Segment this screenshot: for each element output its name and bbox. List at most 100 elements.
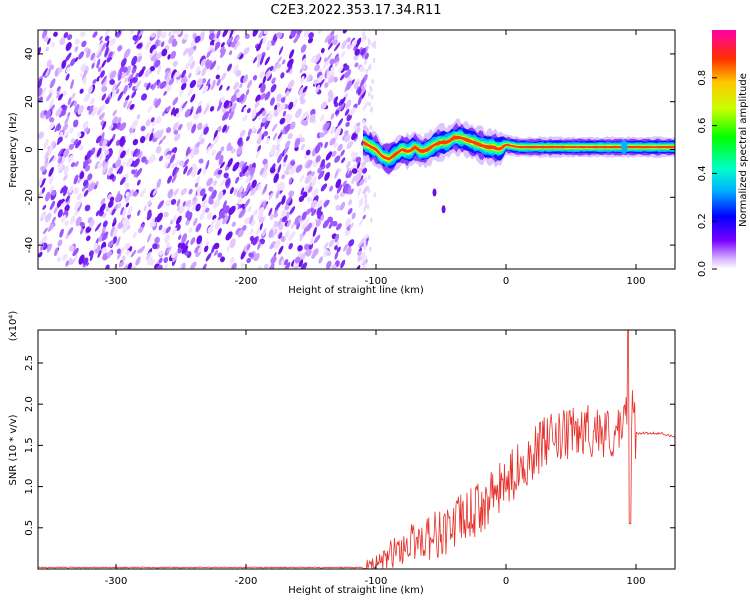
noise-speckle: [43, 36, 49, 42]
noise-speckle: [273, 173, 279, 184]
noise-speckle: [244, 198, 250, 208]
noise-speckle: [213, 135, 220, 144]
noise-speckle: [201, 66, 207, 77]
noise-speckle: [73, 138, 79, 146]
snr-x-ticks: -300 -200 -100 0 100: [105, 330, 646, 587]
noise-speckle: [251, 108, 257, 119]
noise-speckle: [364, 203, 368, 209]
noise-speckle: [56, 92, 61, 99]
x-tick-label: -100: [365, 276, 388, 287]
noise-speckle: [137, 55, 142, 63]
noise-speckle: [295, 164, 303, 173]
noise-speckle: [201, 193, 207, 202]
noise-speckle: [101, 144, 107, 151]
noise-speckle: [100, 131, 105, 141]
noise-speckle: [190, 150, 196, 160]
noise-speckle: [252, 236, 258, 246]
noise-speckle: [112, 236, 118, 245]
noise-speckle: [209, 106, 215, 112]
noise-speckle: [232, 161, 240, 172]
noise-speckle: [104, 46, 109, 58]
noise-speckle: [361, 84, 365, 90]
noise-speckle: [102, 254, 108, 261]
noise-speckle: [284, 204, 290, 211]
noise-speckle: [268, 207, 273, 217]
noise-speckle: [219, 209, 225, 219]
noise-speckle: [57, 239, 63, 247]
noise-speckle: [201, 199, 208, 208]
noise-speckle: [358, 197, 364, 204]
noise-speckle: [39, 239, 43, 247]
noise-speckle: [109, 38, 116, 46]
noise-speckle: [101, 59, 107, 68]
noise-speckle: [67, 111, 71, 118]
noise-speckle: [122, 219, 129, 230]
noise-speckle: [269, 213, 274, 220]
noise-speckle: [98, 41, 105, 52]
noise-speckle: [43, 109, 48, 116]
noise-speckle: [79, 88, 84, 94]
noise-speckle: [289, 206, 296, 215]
noise-speckle: [194, 245, 201, 254]
noise-speckle: [220, 256, 225, 263]
noise-speckle: [60, 214, 67, 223]
noise-speckle: [165, 226, 171, 234]
noise-speckle: [226, 214, 231, 225]
noise-speckle: [152, 120, 157, 127]
noise-speckle: [186, 167, 193, 176]
noise-speckle: [298, 259, 304, 268]
noise-speckle: [322, 60, 330, 70]
noise-speckle: [281, 59, 286, 65]
noise-speckle: [358, 237, 365, 248]
noise-speckle: [231, 221, 237, 227]
noise-speckle: [38, 87, 43, 97]
noise-speckle: [302, 226, 308, 236]
noise-speckle: [329, 126, 336, 135]
noise-speckle: [90, 97, 95, 105]
noise-speckle: [70, 79, 75, 90]
noise-speckle: [245, 88, 250, 96]
noise-speckle: [300, 119, 306, 126]
noise-speckle: [246, 244, 251, 251]
noise-speckle: [228, 109, 235, 121]
noise-speckle: [223, 172, 229, 179]
noise-speckle: [344, 108, 350, 116]
noise-speckle: [359, 78, 365, 88]
noise-speckle: [102, 212, 107, 219]
noise-speckle: [257, 126, 263, 135]
noise-speckle: [180, 187, 187, 196]
x-tick-label: -200: [235, 576, 258, 587]
noise-speckle: [122, 84, 128, 95]
noise-speckle: [325, 151, 333, 161]
noise-speckle: [81, 186, 86, 192]
noise-speckle: [274, 201, 282, 211]
noise-speckle: [196, 78, 203, 86]
noise-speckle: [191, 205, 196, 211]
noise-speckle: [288, 233, 294, 241]
noise-speckle: [70, 162, 76, 168]
x-tick-label: -100: [365, 576, 388, 587]
colorbar-tick-label: 0.0: [697, 261, 708, 277]
noise-speckle: [317, 167, 322, 174]
noise-speckle: [106, 250, 112, 259]
noise-speckle: [259, 71, 265, 79]
noise-speckle: [115, 193, 122, 203]
noise-speckle: [156, 30, 162, 40]
noise-speckle: [370, 106, 374, 112]
noise-speckle: [270, 262, 275, 269]
noise-speckle: [40, 242, 45, 251]
y-tick-label: 40: [24, 48, 35, 61]
noise-speckle: [116, 236, 121, 246]
noise-speckle: [222, 30, 229, 38]
noise-speckle: [168, 31, 172, 37]
noise-speckle: [261, 117, 267, 124]
noise-speckle: [78, 145, 84, 151]
noise-speckle: [355, 172, 362, 182]
noise-speckle: [165, 154, 171, 160]
noise-speckle: [336, 246, 341, 253]
noise-speckle: [261, 110, 267, 117]
noise-speckle: [276, 63, 282, 69]
noise-speckle: [304, 174, 312, 184]
noise-speckle: [271, 77, 276, 83]
noise-speckle: [219, 161, 225, 169]
